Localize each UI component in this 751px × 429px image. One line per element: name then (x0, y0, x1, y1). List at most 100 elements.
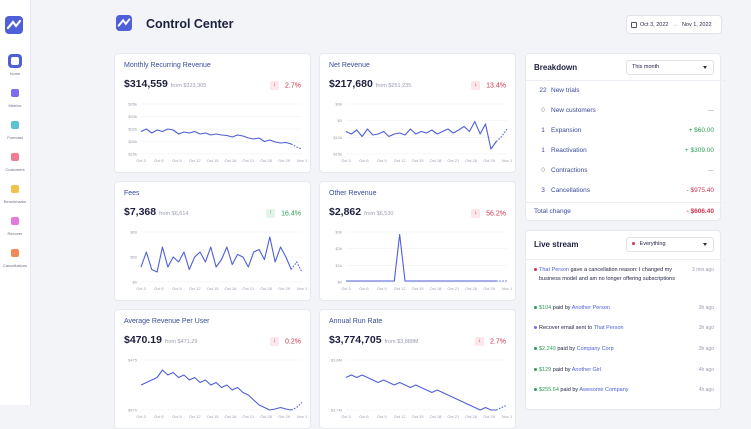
metric-card[interactable]: Average Revenue Per User $470.19 from $471… (114, 309, 311, 429)
metric-card[interactable]: Other Revenue $2,862 from $6,530 ↓ 56.2% $3k $… (319, 181, 516, 301)
sidebar-item-benchmarks[interactable]: Benchmarks (0, 182, 30, 204)
sidebar-item-label: Metrics (8, 103, 22, 108)
series-line-projected (291, 402, 303, 411)
date-separator: → (672, 21, 678, 28)
x-tick-label: Oct 3 (341, 414, 351, 419)
customer-link[interactable]: Another Girl (571, 367, 602, 373)
sidebar-item-cancellations[interactable]: Cancellations (0, 246, 30, 268)
sidebar-item-home[interactable]: Home (0, 54, 30, 76)
sidebar-item-label: Forecast (7, 135, 23, 140)
y-tick-label: $30k (128, 139, 137, 144)
livestream-text: That Person gave a cancellation reason: … (539, 266, 679, 283)
metric-previous: from $251,235 (375, 83, 412, 89)
breakdown-period-select[interactable]: This month (626, 60, 714, 75)
breakdown-row[interactable]: 1 Expansion + $60.00 (534, 127, 714, 139)
customer-link[interactable]: Another Person (571, 305, 610, 311)
status-dot (534, 306, 537, 309)
x-tick-label: Oct 26 (260, 414, 273, 419)
arrow-down-icon: ↓ (475, 337, 485, 346)
breakdown-row[interactable]: 0 New customers — (534, 107, 714, 119)
metric-title: Average Revenue Per User (124, 318, 210, 325)
x-tick-label: Oct 29 (483, 286, 496, 291)
sidebar-item-customers[interactable]: Customers (0, 150, 30, 172)
livestream-filter-value: Everything (639, 241, 666, 247)
metric-card[interactable]: Annual Run Rate $3,774,705 from $3,888M ↓ 2.… (319, 309, 516, 429)
forecast-icon (8, 118, 22, 132)
customer-link[interactable]: Awesome Company (579, 387, 629, 393)
metric-title: Other Revenue (329, 190, 377, 197)
x-tick-label: Oct 12 (189, 414, 202, 419)
y-tick-label: $25k (128, 152, 137, 157)
metric-amount: $7,368 (124, 206, 157, 218)
x-tick-label: Oct 15 (207, 414, 220, 419)
metric-title: Fees (124, 190, 140, 197)
sidebar-item-label: Cancellations (2, 263, 27, 268)
breakdown-value: - $975.40 (686, 187, 714, 194)
livestream-time: 3h ago (698, 305, 714, 311)
metric-amount: $217,680 (329, 78, 373, 90)
customer-link[interactable]: That Person (593, 325, 624, 331)
metric-change: ↓ 2.7% (475, 337, 506, 346)
breakdown-count: 0 (541, 107, 545, 114)
metric-change: ↑ 16.4% (266, 209, 301, 218)
metrics-icon (8, 86, 22, 100)
metric-change-value: 2.7% (285, 82, 301, 90)
customers-icon (8, 150, 22, 164)
breakdown-row[interactable]: 0 Contractions — (534, 167, 714, 179)
x-tick-label: Oct 18 (225, 414, 238, 419)
metric-value: $7,368 from $6,614 (124, 206, 188, 218)
breakdown-row[interactable]: 1 Reactivation + $309.00 (534, 147, 714, 159)
livestream-text: $2,249 paid by Company Corp (539, 345, 679, 354)
breakdown-count: 1 (541, 147, 545, 154)
customer-link[interactable]: Company Corp (576, 346, 614, 352)
livestream-text: $129 paid by Another Girl (539, 366, 679, 375)
livestream-title: Live stream (534, 240, 579, 249)
x-tick-label: Oct 18 (430, 414, 443, 419)
page-title: Control Center (146, 17, 234, 31)
metric-card[interactable]: Fees $7,368 from $6,614 ↑ 16.4% $60 $50 $0 Oct 3… (114, 181, 311, 301)
breakdown-row[interactable]: 3 Cancellations - $975.40 (534, 187, 714, 199)
x-tick-label: Oct 9 (172, 286, 182, 291)
x-tick-label: Oct 3 (136, 286, 146, 291)
metric-card[interactable]: Net Revenue $217,680 from $251,235 ↓ 13.4% $0… (319, 53, 516, 173)
sidebar-item-forecast[interactable]: Forecast (0, 118, 30, 140)
x-tick-label: Oct 3 (136, 158, 146, 163)
x-tick-label: Oct 26 (465, 286, 478, 291)
app-logo[interactable] (5, 16, 23, 34)
metric-change-value: 16.4% (281, 210, 301, 218)
x-tick-label: Oct 29 (278, 414, 291, 419)
x-tick-label: Oct 15 (412, 414, 425, 419)
x-tick-label: Oct 12 (189, 158, 202, 163)
breakdown-row[interactable]: 22 New trials (534, 87, 714, 99)
breakdown-value: — (707, 167, 715, 174)
sidebar-item-label: Benchmarks (3, 199, 27, 204)
breakdown-period-value: This month (632, 64, 660, 70)
metric-change-value: 56.2% (486, 210, 506, 218)
livestream-time: 4h ago (698, 367, 714, 373)
y-tick-label: $32k (128, 127, 137, 132)
arrow-down-icon: ↓ (471, 209, 481, 218)
x-tick-label: Oct 3 (136, 414, 146, 419)
livestream-fragment: Recover email sent to (539, 325, 593, 331)
breakdown-count: 22 (539, 87, 547, 94)
sidebar-item-metrics[interactable]: Metrics (0, 86, 30, 108)
livestream-text: $255.64 paid by Awesome Company (539, 386, 679, 395)
date-range-picker[interactable]: Oct 3, 2022 → Nov 1, 2022 (626, 15, 722, 34)
x-tick-label: Oct 18 (225, 286, 238, 291)
sidebar-item-recover[interactable]: Recover (0, 214, 30, 236)
series-line-projected (290, 260, 303, 273)
sidebar-item-label: Recover (7, 231, 23, 236)
x-tick-label: Oct 6 (154, 286, 164, 291)
livestream-filter-select[interactable]: Everything (626, 237, 714, 252)
sidebar: Home Metrics Forecast Customers Benchmarks Re… (0, 0, 31, 405)
chevron-down-icon (703, 243, 707, 246)
customer-link[interactable]: That Person (539, 267, 569, 273)
divider (526, 80, 726, 81)
metric-card[interactable]: Monthly Recurring Revenue $314,559 from $3… (114, 53, 311, 173)
livestream-fragment: $255.64 (539, 387, 559, 393)
breakdown-value: — (707, 107, 715, 114)
metric-previous: from $323,305 (170, 83, 207, 89)
livestream-fragment: paid by (552, 305, 571, 311)
